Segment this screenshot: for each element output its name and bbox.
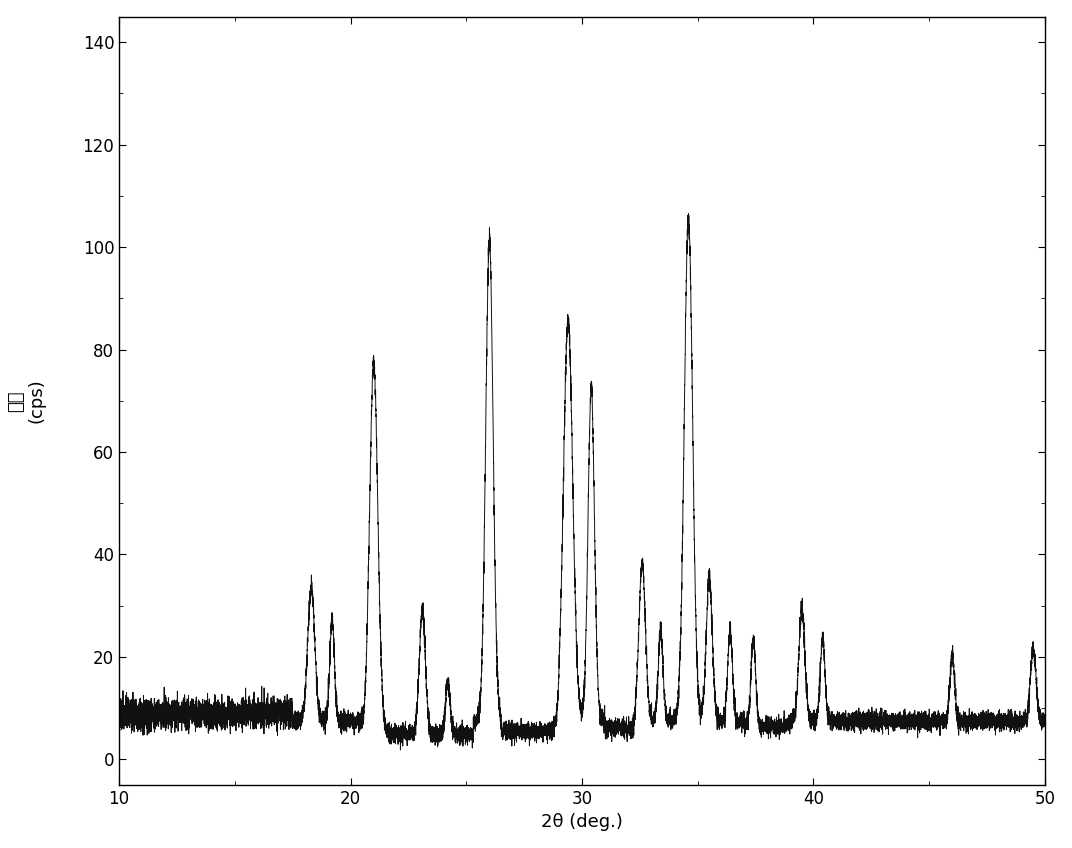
X-axis label: 2θ (deg.): 2θ (deg.)	[541, 813, 623, 831]
Text: 強度
(cps): 強度 (cps)	[8, 378, 46, 423]
